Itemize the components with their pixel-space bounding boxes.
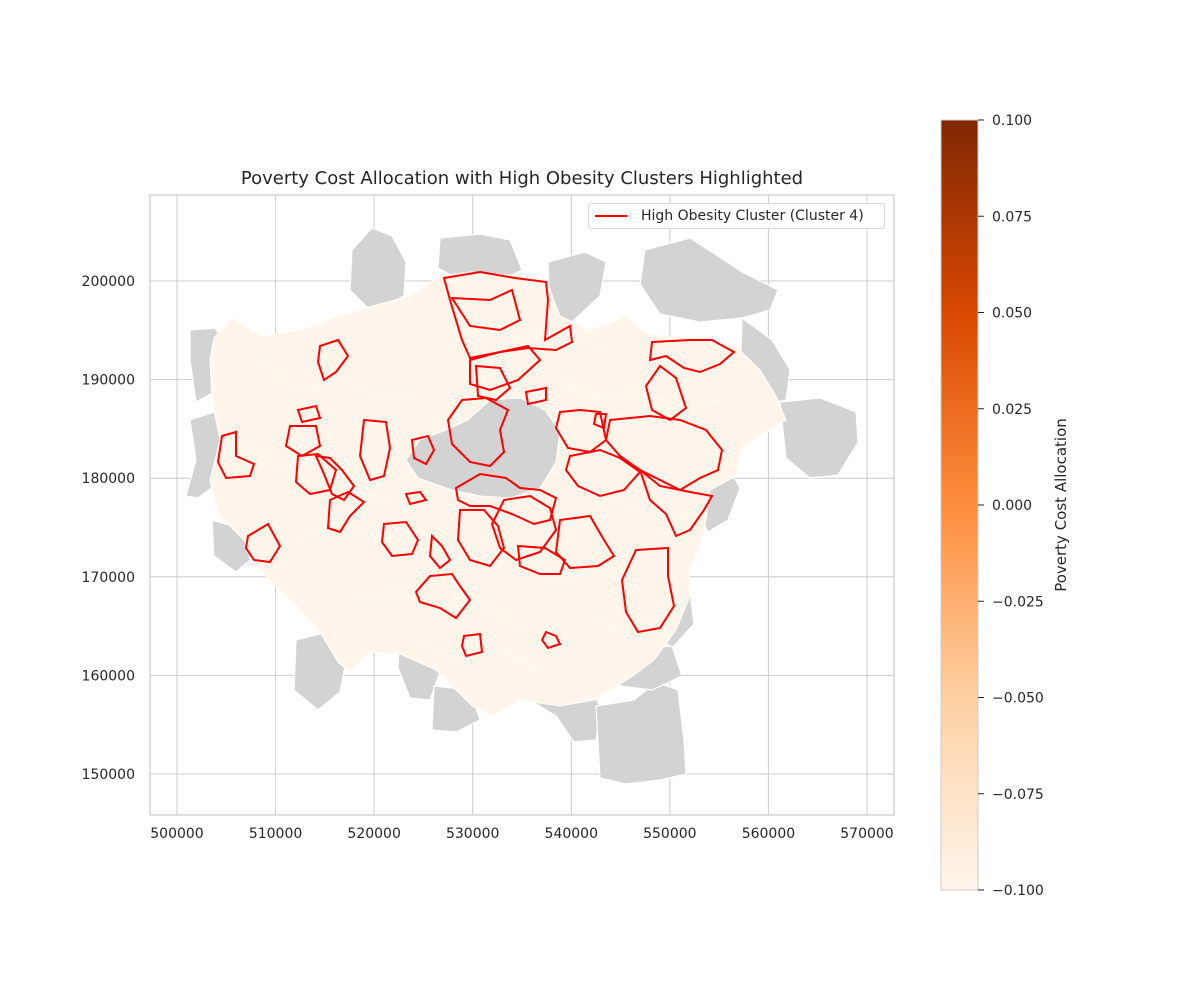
cluster-west-1 [358, 418, 392, 482]
y-tick-label: 200000 [82, 274, 135, 290]
y-tick-label: 180000 [82, 471, 135, 487]
cluster-west-5 [316, 338, 350, 382]
cluster-south-2 [460, 632, 484, 658]
colorbar-tick-label: 0.075 [992, 209, 1032, 225]
cluster-south-central-1 [490, 494, 558, 562]
cluster-south-1 [414, 572, 472, 620]
cluster-north-east [648, 339, 736, 374]
colorbar [940, 119, 979, 891]
cluster-far-west-1 [216, 430, 256, 480]
map-title: Poverty Cost Allocation with High Obesit… [240, 168, 804, 189]
cluster-north-3 [450, 288, 522, 332]
colorbar-tick-label: 0.000 [992, 498, 1032, 514]
x-tick-label: 520000 [347, 826, 400, 842]
x-tick-label: 510000 [249, 826, 302, 842]
cluster-south-3 [540, 630, 562, 650]
colorbar-tick-label: −0.075 [992, 787, 1044, 803]
cluster-east-3 [637, 467, 714, 538]
colorbar-tick-label: −0.025 [992, 594, 1044, 610]
cluster-west-2 [284, 425, 322, 458]
y-tick-label: 190000 [82, 373, 135, 389]
cluster-east-small-2 [592, 413, 608, 430]
x-tick-label: 530000 [446, 826, 499, 842]
y-tick-label: 160000 [82, 668, 135, 684]
x-tick-label: 560000 [742, 826, 795, 842]
outside-region-far-east [779, 397, 859, 479]
x-tick-label: 550000 [643, 826, 696, 842]
cluster-central-south-2 [456, 509, 506, 568]
cluster-west-7 [326, 490, 366, 534]
cluster-south-east-1 [620, 546, 676, 634]
colorbar-tick-label: −0.100 [992, 883, 1044, 899]
cluster-north-2 [469, 344, 542, 392]
cluster-south-west-1 [380, 520, 420, 558]
colorbar-tick-label: 0.100 [992, 113, 1032, 129]
x-tick-label: 570000 [840, 826, 893, 842]
outside-region-north-west [349, 227, 407, 313]
legend: High Obesity Cluster (Cluster 4) [588, 203, 885, 229]
cluster-far-west-2 [244, 522, 282, 564]
legend-cluster-swatch [595, 215, 627, 217]
y-tick-label: 170000 [82, 570, 135, 586]
cluster-south-central-2 [516, 544, 567, 575]
cluster-south-east-2 [554, 514, 616, 570]
colorbar-label: Poverty Cost Allocation [1052, 418, 1070, 592]
cluster-east-2 [604, 414, 724, 492]
cluster-east-5 [564, 448, 642, 498]
cluster-west-6 [296, 404, 322, 424]
y-axis-ticks: 150000 160000 170000 180000 190000 200000 [82, 274, 135, 783]
outside-region-far-south [595, 681, 687, 785]
colorbar-ticks: 0.100 0.075 0.050 0.025 0.000 −0.025 −0.050 −0.… [978, 113, 1044, 899]
outside-region-east-upper [639, 237, 779, 323]
cluster-north [442, 270, 574, 360]
colorbar-tick-label: 0.050 [992, 306, 1032, 322]
y-tick-label: 150000 [82, 767, 135, 783]
cluster-central-north-1 [446, 396, 510, 468]
ward-boundaries [239, 319, 721, 671]
cluster-west-central-2 [404, 490, 428, 506]
cluster-west-central-1 [410, 434, 436, 466]
cluster-south-west-2 [428, 533, 452, 570]
x-tick-label: 540000 [545, 826, 598, 842]
high-obesity-clusters [216, 270, 736, 658]
cluster-central-south-1 [454, 472, 558, 526]
cluster-east-4 [554, 408, 608, 454]
x-axis-ticks: 500000 510000 520000 530000 540000 550000 5600… [150, 826, 893, 842]
cluster-east-small-1 [524, 386, 547, 406]
legend-cluster-label: High Obesity Cluster (Cluster 4) [641, 208, 864, 224]
cluster-east-1 [644, 364, 688, 422]
cluster-central-north-2 [474, 364, 512, 402]
colorbar-tick-label: 0.025 [992, 402, 1032, 418]
colorbar-tick-label: −0.050 [992, 691, 1044, 707]
x-tick-label: 500000 [150, 826, 203, 842]
